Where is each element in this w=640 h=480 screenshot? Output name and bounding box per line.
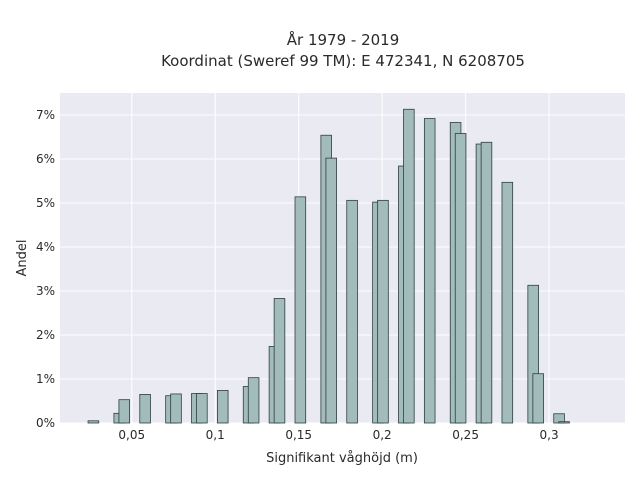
y-tick-label: 4% [36, 240, 55, 254]
histogram-bar [118, 399, 131, 424]
y-tick-label: 5% [36, 196, 55, 210]
histogram-bar [501, 181, 514, 424]
y-tick-label: 3% [36, 284, 55, 298]
y-tick-label: 1% [36, 372, 55, 386]
x-tick-label: 0,1 [206, 428, 225, 442]
y-axis-label: Andel [15, 240, 30, 277]
y-tick-label: 2% [36, 328, 55, 342]
y-tick-label: 7% [36, 108, 55, 122]
histogram-bar [454, 133, 467, 424]
histogram-bar [273, 298, 286, 424]
x-tick-labels: 0,05 0,1 0,15 0,2 0,25 0,3 [118, 428, 558, 442]
histogram-bar [196, 393, 208, 424]
y-tick-labels: 0% 1% 2% 3% 4% 5% 6% 7% [36, 108, 55, 430]
x-tick-label: 0,05 [118, 428, 145, 442]
histogram-bar [346, 199, 358, 424]
histogram-bar [294, 196, 307, 424]
chart-subtitle: Koordinat (Sweref 99 TM): E 472341, N 62… [161, 52, 525, 70]
x-tick-label: 0,25 [452, 428, 479, 442]
histogram-bar [170, 393, 182, 424]
x-axis-label: Signifikant våghöjd (m) [266, 451, 418, 466]
y-tick-label: 0% [36, 416, 55, 430]
histogram-bar [558, 421, 570, 424]
histogram-bar [87, 420, 100, 424]
histogram-bar [423, 118, 436, 424]
y-tick-label: 6% [36, 152, 55, 166]
histogram-bar [377, 199, 389, 424]
x-tick-label: 0,15 [285, 428, 312, 442]
x-tick-label: 0,3 [540, 428, 559, 442]
histogram-bar [247, 377, 260, 424]
histogram-bar [325, 157, 337, 424]
histogram-bar [216, 390, 229, 424]
histogram-bar [532, 373, 544, 424]
histogram-bar [480, 141, 493, 424]
chart-title: År 1979 - 2019 [287, 30, 400, 49]
histogram-bar [403, 108, 415, 424]
bars [87, 108, 570, 424]
histogram-bar [139, 393, 151, 424]
x-tick-label: 0,2 [373, 428, 392, 442]
